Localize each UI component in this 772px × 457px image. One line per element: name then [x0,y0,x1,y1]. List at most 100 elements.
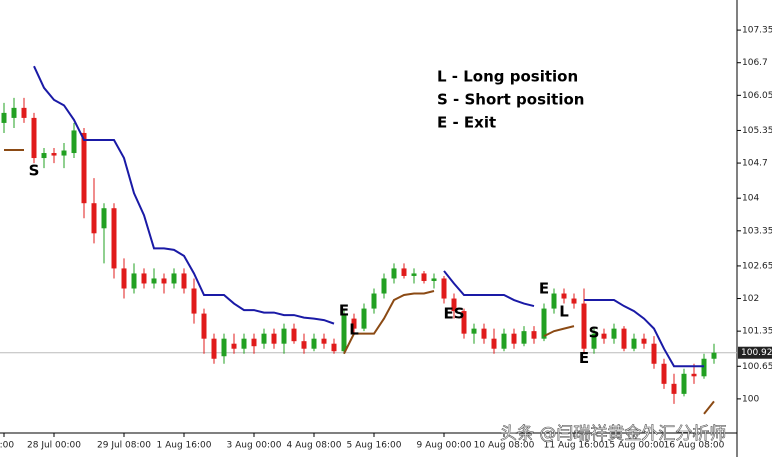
y-tick-label: 106.05 [742,91,772,101]
candle-body [421,273,427,281]
annotation: S [29,162,40,180]
x-tick-label: 4 Aug 08:00 [287,441,342,451]
candle-body [51,153,57,156]
x-tick-label: 11 Aug 16:00 [544,441,605,451]
candle-body [141,273,147,284]
candle-body [571,298,577,304]
candle-body [341,313,347,352]
candle-body [111,208,117,269]
y-tick-label: 106.7 [742,58,768,68]
candle-body [611,328,617,339]
legend-line: L - Long position [437,68,578,86]
candle-body [401,268,407,276]
candle-body [411,273,417,276]
candle-body [11,107,17,118]
y-tick-label: 102.65 [742,261,772,271]
candle-body [101,208,107,229]
legend-line: S - Short position [437,91,584,109]
candle-body [121,268,127,289]
watermark: 头条 @闫瑞祥黄金外汇分析师 [500,424,726,444]
candle-body [301,341,307,349]
x-tick-label: 9 Aug 00:00 [417,441,472,451]
x-tick-label: 15 Aug 00:00 [604,441,665,451]
candle-body [21,107,27,118]
annotation: E [539,280,549,298]
current-price-box [738,346,772,359]
annotation: E [579,349,589,367]
candle-body [371,293,377,309]
y-tick-label: 104 [742,194,759,204]
candle-body [261,333,267,344]
candle-body [461,311,467,334]
candle-body [481,328,487,339]
candle-body [1,112,7,123]
candle-body [521,331,527,344]
candle-body [251,338,257,347]
candle-body [291,328,297,342]
candle-body [691,373,697,377]
candle-body [31,117,37,159]
candle-body [311,338,317,349]
candle-body [651,343,657,364]
candle-body [351,318,357,329]
candle-body [221,338,227,357]
y-tick-label: 101.35 [742,327,772,337]
y-tick-label: 102 [742,294,759,304]
candle-body [151,278,157,284]
candle-body [191,288,197,314]
candle-body [281,328,287,344]
candle-body [641,338,647,344]
candle-body [41,153,47,159]
y-tick-label: 104.7 [742,159,768,169]
candle-body [231,343,237,349]
candle-body [331,343,337,352]
candle-body [511,333,517,344]
candle-body [71,130,77,154]
candle-body [501,333,507,349]
candle-body [161,278,167,284]
candle-body [471,328,477,334]
candle-body [551,293,557,309]
candle-body [91,203,97,234]
candle-body [701,358,707,377]
candle-body [391,268,397,279]
candle-body [451,298,457,312]
candle-body [491,338,497,349]
candle-body [211,338,217,359]
candle-body [241,338,247,349]
annotation: S [589,324,600,342]
annotation: E [339,302,349,320]
candle-body [131,273,137,289]
candle-body [671,383,677,394]
candle-body [591,333,597,349]
annotation: L [559,303,569,321]
candle-body [361,308,367,329]
x-tick-label: 1 Aug 16:00 [157,441,212,451]
candle-body [681,373,687,394]
annotation: ES [443,305,464,323]
candle-body [431,278,437,281]
candle-body [661,363,667,384]
candle-body [531,331,537,339]
candle-body [61,150,67,156]
annotation: L [349,321,359,339]
candle-body [181,273,187,289]
candle-body [711,352,717,359]
candle-body [271,333,277,344]
stop-line [33,65,704,368]
legend-line: E - Exit [437,114,496,132]
candle-body [561,293,567,299]
candle-body [171,273,177,284]
x-tick-label: 3 Aug 00:00 [227,441,282,451]
y-tick-label: 100.65 [742,362,772,372]
candle-body [601,333,607,339]
x-tick-label: 16 Aug 08:00 [664,441,725,451]
candle-body [541,308,547,339]
y-tick-label: 100 [742,394,759,404]
candle-body [441,278,447,299]
candle-body [621,328,627,349]
candle-body [81,132,87,204]
candle-body [321,338,327,344]
